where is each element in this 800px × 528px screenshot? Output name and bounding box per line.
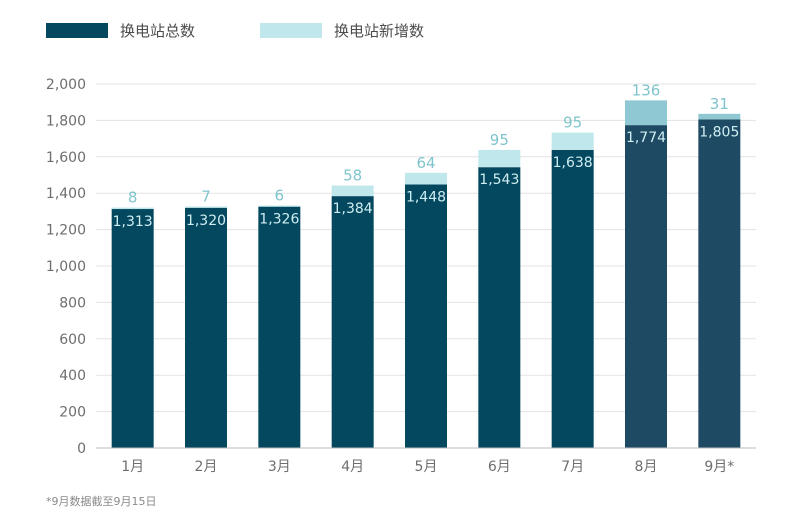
bar-total xyxy=(478,167,521,448)
bar-total xyxy=(258,206,301,448)
bar-total-label: 1,774 xyxy=(626,130,666,146)
bar-total-label: 1,448 xyxy=(406,189,446,205)
footnote: *9月数据截至9月15日 xyxy=(46,494,157,508)
bar-added-label: 136 xyxy=(632,81,661,99)
bar-total xyxy=(551,149,594,448)
bar-added xyxy=(111,207,154,210)
bar-total xyxy=(698,119,741,449)
y-tick-label: 200 xyxy=(59,405,86,421)
bar-total-label: 1,805 xyxy=(699,124,739,140)
x-tick-label: 9月* xyxy=(704,459,734,475)
bar-total-label: 1,320 xyxy=(186,213,226,229)
bar-added-label: 31 xyxy=(710,95,729,113)
legend-label-total: 换电站总数 xyxy=(120,22,195,40)
bar-total-label: 1,638 xyxy=(553,155,593,171)
x-tick-label: 4月 xyxy=(341,459,364,475)
bar-total-label: 1,313 xyxy=(113,214,153,230)
y-tick-label: 1,400 xyxy=(46,186,86,202)
x-tick-label: 2月 xyxy=(195,459,218,475)
bar-added-label: 7 xyxy=(201,187,211,205)
bar-total xyxy=(625,125,667,448)
legend-swatch-added xyxy=(260,23,322,38)
bar-added xyxy=(478,149,521,168)
bar-added xyxy=(331,185,374,197)
bar-added-label: 8 xyxy=(128,189,138,207)
legend-swatch-total xyxy=(46,23,108,38)
bar-added xyxy=(698,113,741,120)
y-tick-label: 1,800 xyxy=(46,113,86,129)
bar-added xyxy=(551,132,594,150)
legend: 换电站总数 换电站新增数 xyxy=(46,22,424,40)
bar-total-label: 1,543 xyxy=(479,172,519,188)
x-tick-label: 7月 xyxy=(561,459,584,475)
y-tick-label: 1,200 xyxy=(46,223,86,239)
x-tick-label: 3月 xyxy=(268,459,291,475)
bar-total xyxy=(185,207,227,448)
bar-total-label: 1,326 xyxy=(259,212,299,228)
bar-total xyxy=(331,196,374,448)
bar-added xyxy=(625,100,667,126)
x-tick-label: 8月 xyxy=(635,459,658,475)
bar-added-label: 95 xyxy=(490,131,509,149)
y-tick-label: 400 xyxy=(59,368,86,384)
bar-added-label: 64 xyxy=(416,154,435,172)
bar-added xyxy=(405,172,447,185)
y-tick-label: 1,000 xyxy=(46,259,86,275)
x-tick-label: 5月 xyxy=(415,459,438,475)
bars: 1,313 8 1,320 7 1,326 6 1,384 58 1,448 64 1,543 95 1… xyxy=(111,81,741,449)
y-tick-label: 800 xyxy=(59,295,86,311)
x-axis: 1月 2月 3月 4月 5月 6月 7月 8月 9月* xyxy=(96,447,756,475)
x-tick-label: 1月 xyxy=(121,459,144,475)
bar-added-label: 6 xyxy=(275,187,285,205)
y-tick-label: 2,000 xyxy=(46,77,86,93)
bar-added-label: 58 xyxy=(343,167,362,185)
bar-added-label: 95 xyxy=(563,114,582,132)
legend-label-added: 换电站新增数 xyxy=(334,22,424,40)
bar-total xyxy=(405,184,447,449)
y-tick-label: 1,600 xyxy=(46,150,86,166)
bar-total-label: 1,384 xyxy=(333,201,373,217)
bar-total xyxy=(111,209,154,448)
bar-added xyxy=(258,205,301,207)
y-tick-label: 0 xyxy=(77,441,86,457)
bar-added xyxy=(185,206,227,208)
y-axis: 0 200 400 600 800 1,000 1,200 1,400 1,600 1,800 2,… xyxy=(46,77,86,457)
x-tick-label: 6月 xyxy=(488,459,511,475)
y-tick-label: 600 xyxy=(59,332,86,348)
